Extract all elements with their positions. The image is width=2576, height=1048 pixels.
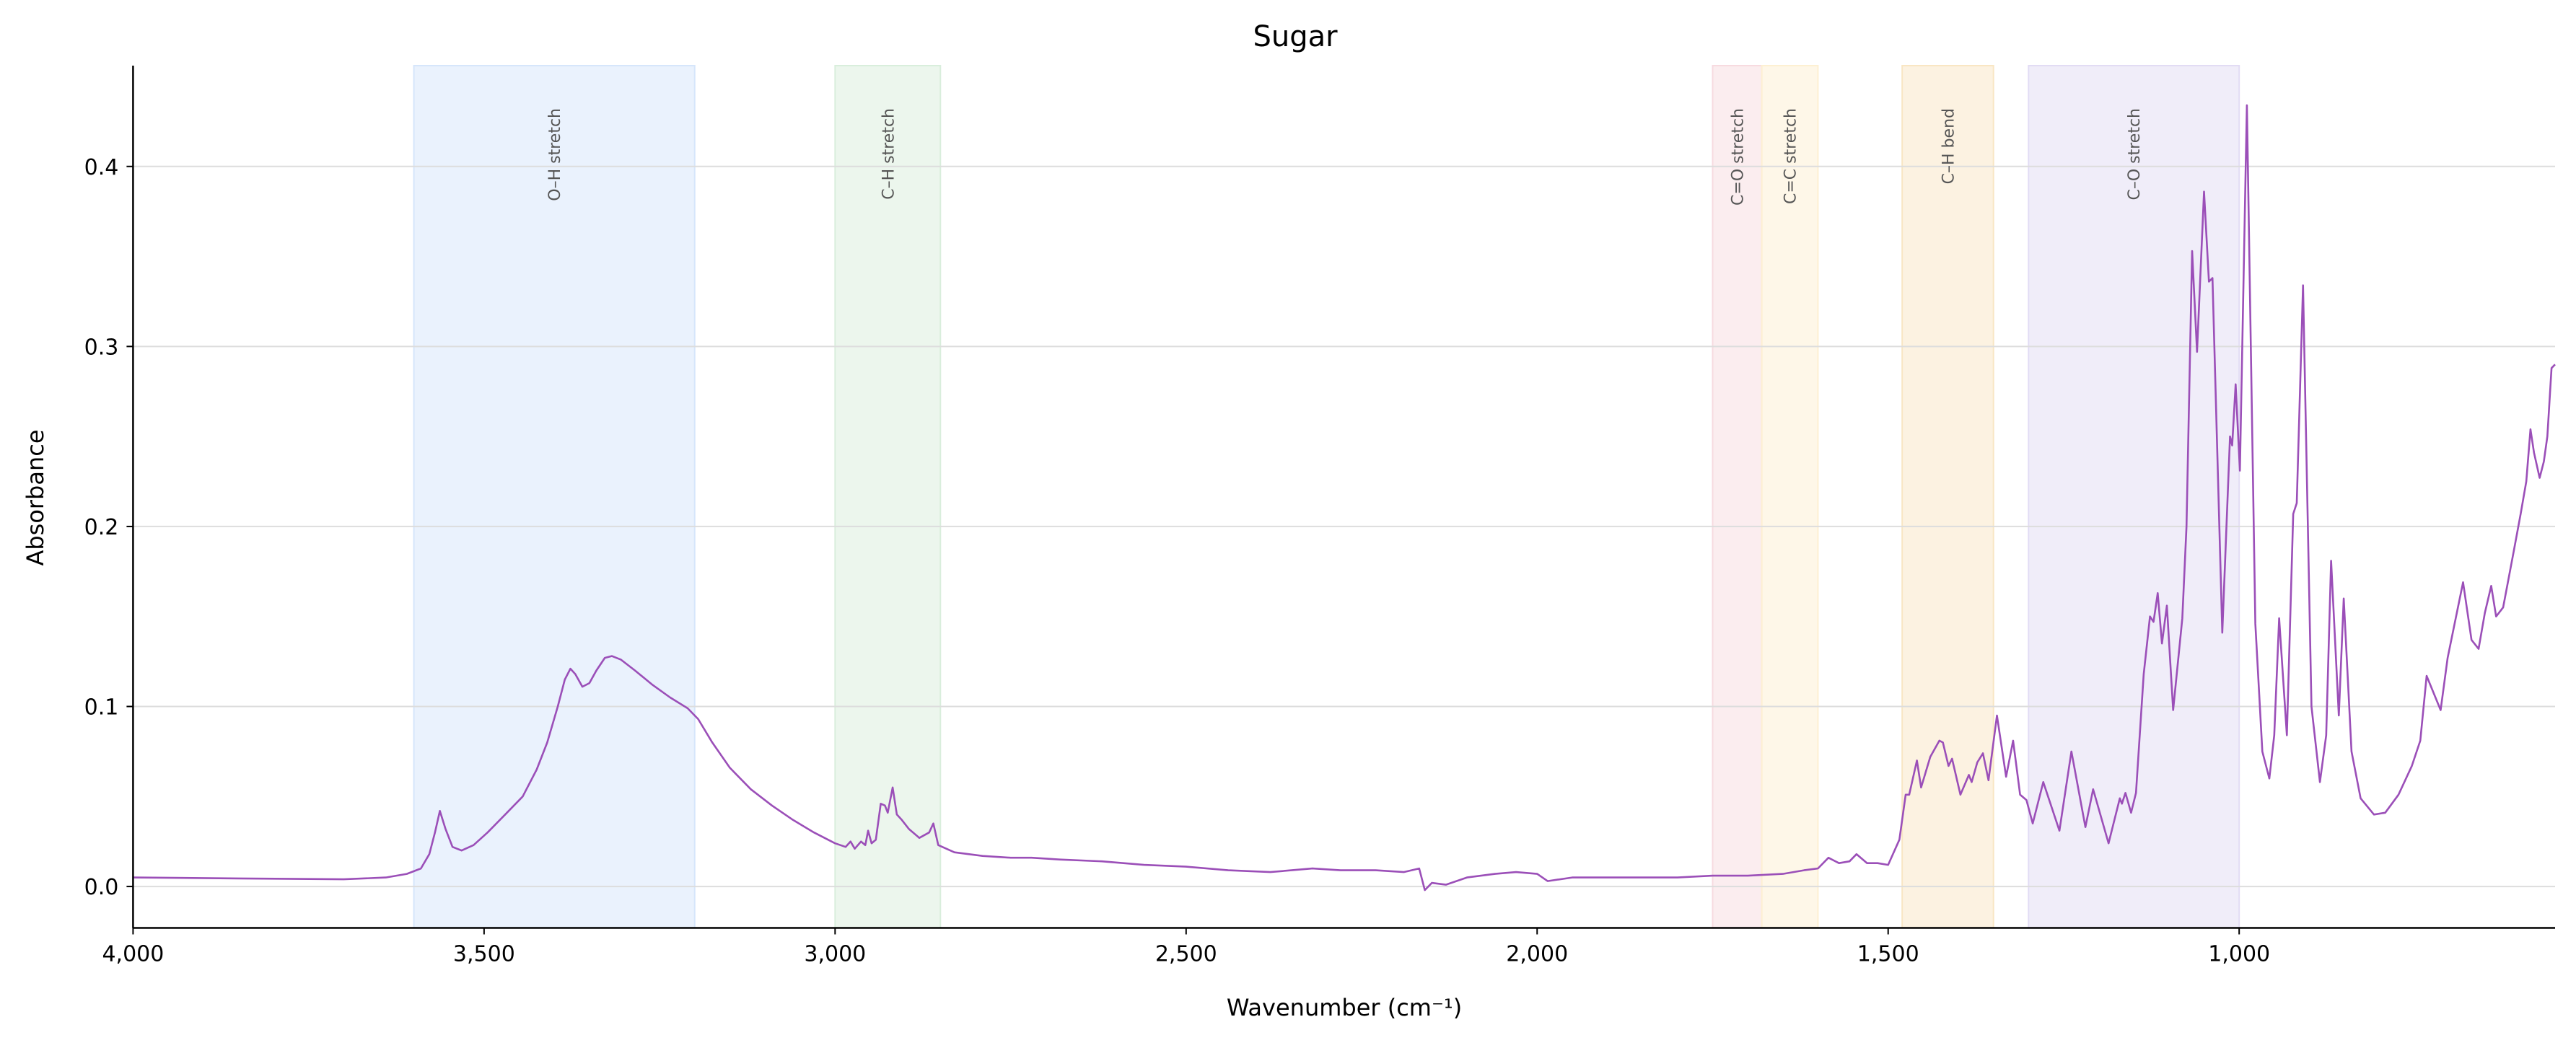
y-tick-label: 0.0 — [84, 875, 119, 900]
x-tick-label: 2,500 — [1155, 942, 1217, 967]
y-tick-label: 0.2 — [84, 515, 119, 540]
x-tick-label: 3,500 — [453, 942, 515, 967]
y-tick-label: 0.3 — [84, 335, 119, 360]
y-tick-label: 0.4 — [84, 155, 119, 180]
band-label: C–H bend — [1940, 108, 1958, 184]
band-label: O–H stretch — [546, 108, 564, 201]
x-tick-label: 1,000 — [2208, 942, 2270, 967]
y-axis-label: Absorbance — [22, 429, 49, 565]
series — [133, 104, 2556, 891]
band-label: C=O stretch — [1730, 108, 1748, 206]
chart-title: Sugar — [1253, 20, 1338, 53]
x-tick-label: 4,000 — [102, 942, 164, 967]
x-axis-label: Wavenumber (cm⁻¹) — [1227, 994, 1462, 1021]
band-labels: O–H stretch C–H stretch C=O stretch C=C str… — [546, 108, 2144, 206]
band-label: C–H stretch — [880, 108, 898, 200]
band-region — [1901, 65, 1994, 929]
band-region — [1761, 65, 1819, 929]
x-tick-label: 3,000 — [804, 942, 866, 967]
x-tick-label: 2,000 — [1506, 942, 1568, 967]
axes: 0.0 0.1 0.2 0.3 0.4 4,000 3,500 3,000 2,500 2,000… — [84, 66, 2555, 967]
band-region — [834, 65, 942, 929]
gridlines — [133, 165, 2555, 888]
band-region — [1712, 65, 1763, 929]
band-label: C–O stretch — [2126, 108, 2144, 201]
x-tick-label: 1,500 — [1857, 942, 1919, 967]
band-regions — [413, 65, 2240, 929]
y-tick-label: 0.1 — [84, 695, 119, 721]
band-label: C=C stretch — [1782, 108, 1800, 204]
band-region — [413, 65, 696, 929]
spectrum-line — [133, 104, 2556, 891]
